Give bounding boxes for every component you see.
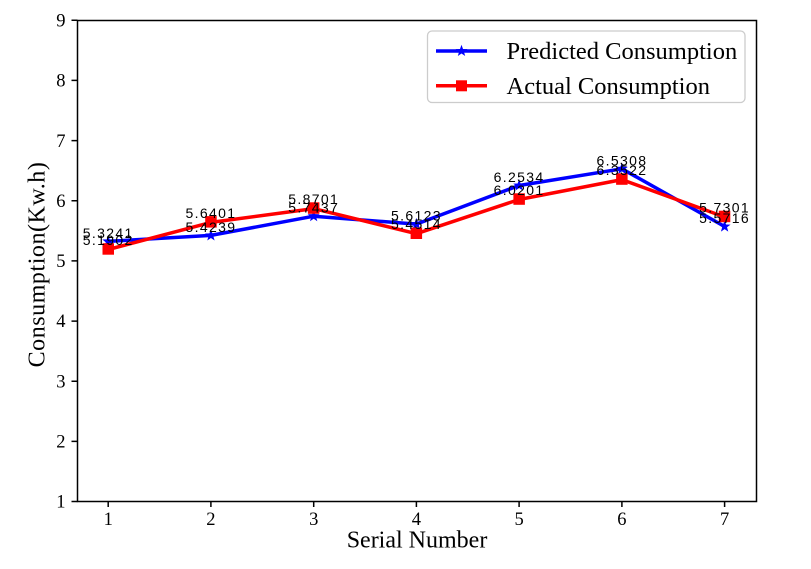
svg-text:5.5716: 5.5716 [699, 210, 750, 226]
svg-text:4: 4 [56, 312, 65, 332]
svg-text:Serial Number: Serial Number [347, 528, 488, 554]
svg-text:5.4239: 5.4239 [185, 219, 236, 235]
svg-text:3: 3 [56, 372, 65, 392]
svg-text:2: 2 [206, 510, 215, 530]
svg-text:5: 5 [514, 510, 523, 530]
svg-text:8: 8 [56, 72, 65, 92]
svg-text:5.3241: 5.3241 [83, 225, 134, 241]
svg-text:5.6401: 5.6401 [185, 205, 236, 221]
svg-text:5.7437: 5.7437 [288, 200, 339, 216]
svg-text:2: 2 [56, 433, 65, 453]
svg-text:6.0201: 6.0201 [494, 182, 545, 198]
svg-text:6: 6 [617, 510, 626, 530]
svg-text:3: 3 [309, 510, 318, 530]
svg-text:7: 7 [720, 510, 729, 530]
svg-text:5.6123: 5.6123 [391, 208, 442, 224]
svg-text:1: 1 [56, 493, 65, 513]
svg-text:1: 1 [104, 510, 113, 530]
svg-text:5.7301: 5.7301 [699, 200, 750, 216]
svg-text:Predicted Consumption: Predicted Consumption [507, 38, 738, 65]
svg-text:5: 5 [56, 252, 65, 272]
svg-text:4: 4 [412, 510, 421, 530]
svg-text:6: 6 [56, 192, 65, 212]
svg-text:6.2534: 6.2534 [494, 169, 545, 185]
svg-text:6.5308: 6.5308 [596, 152, 647, 168]
svg-text:5.4514: 5.4514 [391, 216, 442, 232]
svg-text:Actual Consumption: Actual Consumption [507, 73, 710, 100]
svg-text:5.8701: 5.8701 [288, 191, 339, 207]
svg-text:Consumption(Kw.h): Consumption(Kw.h) [25, 162, 51, 368]
svg-text:5.1902: 5.1902 [83, 232, 134, 248]
svg-text:6.3522: 6.3522 [596, 162, 647, 178]
svg-text:7: 7 [56, 132, 65, 152]
svg-text:9: 9 [56, 12, 65, 32]
